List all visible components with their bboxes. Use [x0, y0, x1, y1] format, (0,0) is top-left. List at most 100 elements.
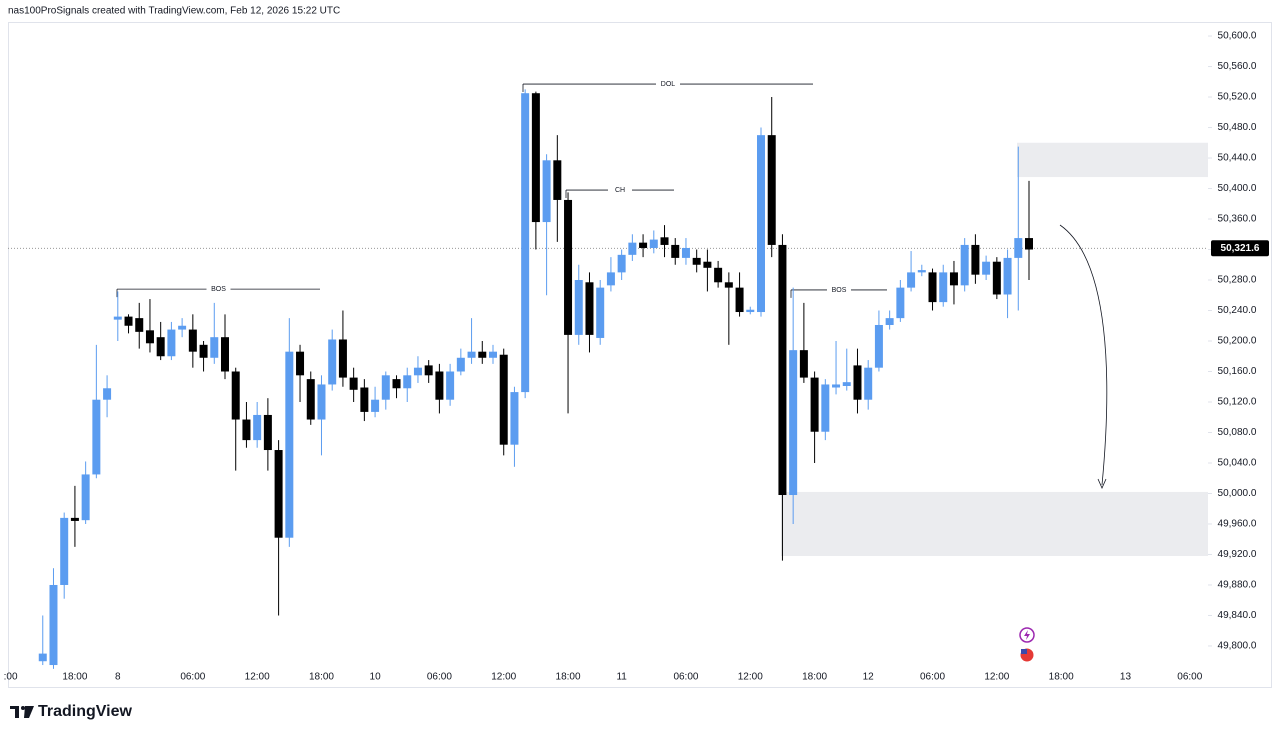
candle-body: [1003, 257, 1012, 295]
arrow-head: [1097, 478, 1107, 489]
candle-body: [92, 399, 101, 475]
candle-body: [757, 135, 765, 313]
brand: TradingView: [38, 703, 133, 720]
candle-body: [746, 309, 755, 313]
candle-body: [896, 287, 905, 319]
candle-body: [467, 351, 476, 358]
chart-title: nas100ProSignals created with TradingVie…: [8, 6, 340, 17]
x-tick-label: 12:00: [984, 672, 1009, 683]
candle-body: [960, 244, 969, 286]
candle-body: [692, 257, 701, 265]
x-tick-label: 18:00: [1049, 672, 1074, 683]
candle-body: [628, 242, 637, 255]
candle-body: [188, 329, 197, 352]
candle-body: [489, 351, 497, 358]
candle-body: [456, 357, 465, 372]
candle-body: [499, 354, 508, 445]
arrow: [1059, 224, 1108, 486]
logo: [10, 706, 34, 718]
y-tick-label: 50,440.0: [1218, 153, 1257, 164]
candle-body: [660, 237, 669, 245]
y-tick-label: 50,520.0: [1218, 92, 1257, 103]
candle-body: [360, 387, 369, 412]
candle-body: [338, 339, 347, 378]
candle-body: [306, 379, 315, 420]
candle-body: [681, 247, 690, 258]
last-price-label: 50,321.6: [1221, 243, 1260, 254]
candle-body: [60, 517, 69, 585]
candle-body: [531, 93, 540, 223]
candle-body: [982, 261, 991, 275]
candle-body: [135, 318, 144, 332]
candle-body: [253, 414, 262, 441]
logo-part: [24, 706, 34, 718]
x-tick-label: 12:00: [738, 672, 763, 683]
candle-body: [285, 351, 294, 538]
candle-body: [510, 392, 519, 445]
x-tick-label: 18:00: [309, 672, 334, 683]
candle-body: [1025, 238, 1033, 250]
candle-body: [145, 330, 154, 344]
candle-body: [735, 287, 744, 313]
candle-body: [853, 365, 862, 400]
y-tick-label: 50,120.0: [1218, 397, 1257, 408]
x-tick-label: 06:00: [1177, 672, 1202, 683]
x-tick-label: 06:00: [673, 672, 698, 683]
candle-body: [767, 135, 776, 245]
x-tick-label: 18:00: [556, 672, 581, 683]
candle-body: [263, 414, 272, 451]
candle-body: [714, 267, 723, 283]
candle-body: [210, 337, 219, 358]
candle-body: [992, 261, 1001, 295]
candle-body: [864, 367, 873, 400]
annotation-label: BOS: [211, 286, 226, 293]
candle-body: [939, 272, 948, 303]
x-tick-label: 11: [616, 672, 627, 683]
annotation-label: DOL: [661, 81, 676, 88]
candle-body: [231, 371, 240, 420]
candle-body: [606, 272, 615, 286]
candle-body: [274, 450, 283, 538]
candle-body: [842, 382, 851, 386]
candle-body: [424, 365, 433, 376]
x-tick-label: 18:00: [802, 672, 827, 683]
candle-body: [639, 242, 648, 248]
x-tick-label: 06:00: [180, 672, 205, 683]
x-tick-label: :00: [4, 672, 18, 683]
y-tick-label: 50,240.0: [1218, 305, 1257, 316]
candle-body: [521, 93, 530, 393]
y-tick-label: 49,920.0: [1218, 549, 1257, 560]
candle-body: [124, 316, 133, 326]
y-tick-label: 49,800.0: [1218, 641, 1257, 652]
zone: [1017, 142, 1208, 178]
y-tick-label: 49,960.0: [1218, 519, 1257, 530]
candle-body: [49, 584, 58, 666]
y-tick-label: 50,080.0: [1218, 427, 1257, 438]
candle-body: [821, 384, 830, 432]
candle-body: [885, 318, 894, 325]
last-price-box: [1211, 240, 1269, 257]
x-tick-label: 8: [115, 672, 121, 683]
logo-part: [15, 706, 19, 718]
zone: [781, 491, 1208, 557]
candle-body: [403, 375, 412, 389]
x-tick-label: 12:00: [491, 672, 516, 683]
candle-body: [392, 379, 401, 389]
candle-body: [832, 384, 841, 388]
candle-body: [671, 244, 680, 258]
annotation-label: BOS: [832, 287, 847, 294]
y-tick-label: 50,600.0: [1218, 31, 1257, 42]
candle-body: [221, 337, 229, 372]
y-tick-label: 50,360.0: [1218, 214, 1257, 225]
candle-body: [917, 270, 926, 273]
x-tick-label: 12:00: [245, 672, 270, 683]
x-tick-label: 12: [863, 672, 875, 683]
candle-body: [553, 160, 562, 200]
candle-body: [778, 244, 787, 496]
logo-part: [10, 706, 19, 709]
candle-body: [971, 244, 980, 275]
y-tick-label: 50,560.0: [1218, 61, 1257, 72]
candle-body: [789, 350, 798, 496]
